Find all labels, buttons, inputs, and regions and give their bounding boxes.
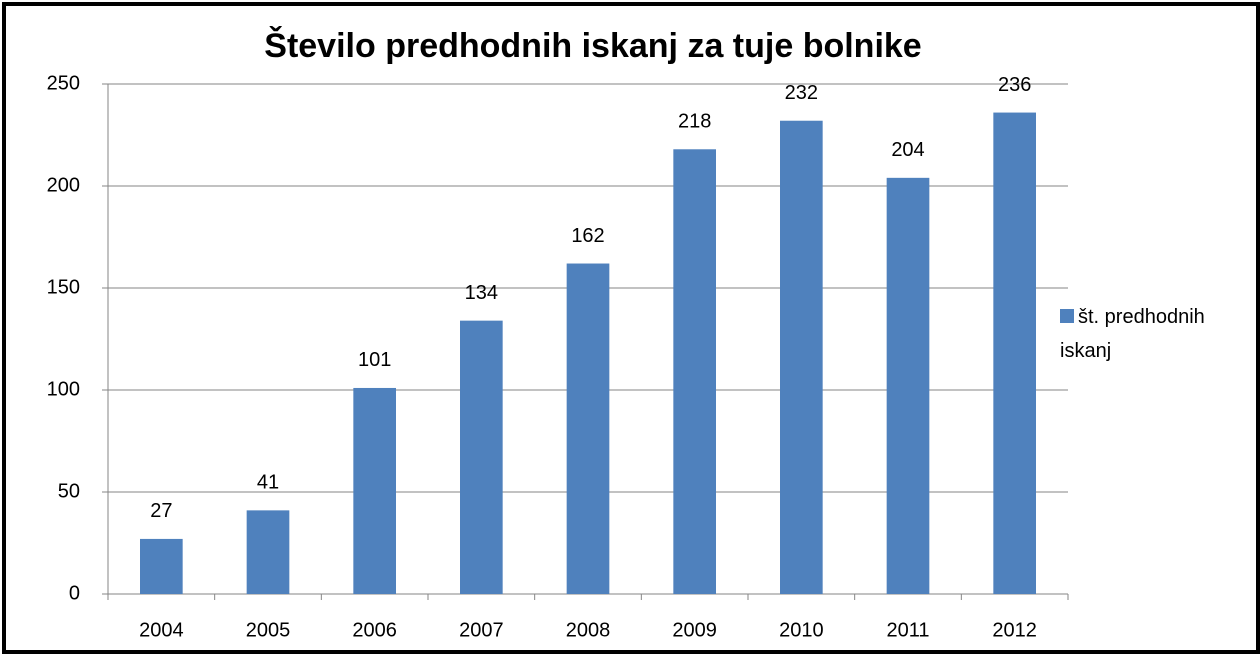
x-tick-label: 2011 <box>886 619 929 641</box>
bar <box>566 263 610 594</box>
bar <box>460 320 503 594</box>
data-label: 218 <box>678 111 711 133</box>
y-tick-label: 250 <box>47 72 80 94</box>
x-tick-label: 2006 <box>352 619 397 641</box>
x-tick-label: 2010 <box>779 619 824 641</box>
x-tick-label: 2004 <box>139 619 184 641</box>
data-label: 134 <box>465 282 498 304</box>
bar <box>246 510 290 594</box>
data-label: 41 <box>257 472 279 494</box>
y-tick-label: 100 <box>47 378 80 400</box>
bar <box>673 149 716 594</box>
x-tick-label: 2005 <box>246 619 291 641</box>
data-label: 162 <box>571 225 604 247</box>
data-label: 232 <box>785 82 818 104</box>
bar <box>140 538 183 594</box>
bar <box>353 387 396 594</box>
data-label: 236 <box>998 74 1031 96</box>
data-label: 27 <box>150 500 172 522</box>
y-tick-label: 200 <box>47 174 80 196</box>
legend-swatch <box>1060 309 1074 323</box>
bar <box>886 177 930 594</box>
y-tick-label: 0 <box>69 582 80 604</box>
x-tick-label: 2008 <box>566 619 611 641</box>
data-label: 101 <box>358 349 391 371</box>
legend: št. predhodnih iskanj <box>1060 300 1250 368</box>
bar <box>780 120 823 594</box>
x-tick-label: 2012 <box>992 619 1037 641</box>
legend-label: št. predhodnih iskanj <box>1060 306 1205 362</box>
bar <box>993 112 1036 594</box>
chart-title: Število predhodnih iskanj za tuje bolnik… <box>264 26 921 65</box>
data-label: 204 <box>891 139 924 161</box>
y-tick-label: 50 <box>58 480 80 502</box>
y-tick-label: 150 <box>47 276 80 298</box>
x-tick-label: 2007 <box>459 619 504 641</box>
x-tick-label: 2009 <box>672 619 717 641</box>
